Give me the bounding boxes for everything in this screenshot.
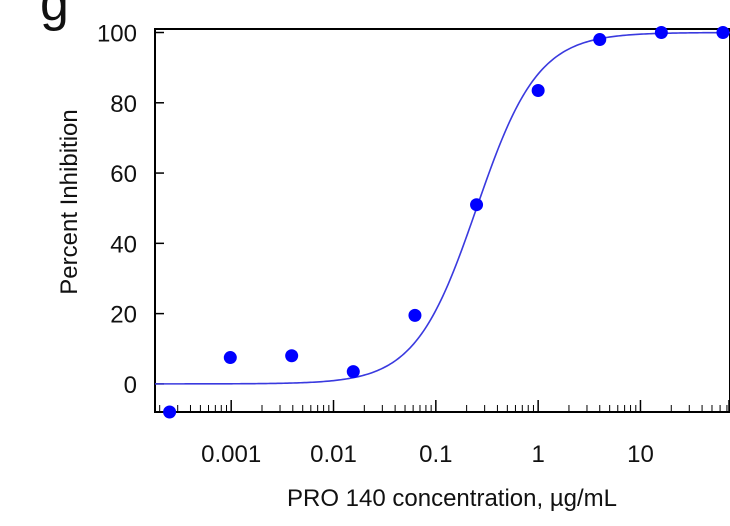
- plot-frame: [154, 28, 730, 413]
- y-tick-label: 80: [110, 91, 137, 118]
- data-points: [163, 26, 730, 419]
- data-point: [716, 26, 730, 40]
- data-point: [654, 26, 668, 40]
- y-tick-label: 20: [110, 302, 137, 329]
- y-tick-label: 40: [110, 231, 137, 258]
- data-point: [408, 308, 422, 322]
- x-major-ticks: [230, 400, 730, 412]
- y-tick-labels: 0 20 40 60 80 100: [97, 21, 137, 399]
- data-point: [163, 405, 177, 419]
- data-point: [285, 349, 299, 363]
- y-axis-title: Percent Inhibition: [56, 109, 83, 294]
- x-minor-ticks: [159, 405, 728, 412]
- x-tick-label: 1: [531, 441, 544, 468]
- x-tick-label: 0.01: [310, 441, 357, 468]
- data-point: [223, 351, 237, 365]
- x-tick-label: 0.001: [201, 441, 261, 468]
- top-text-fragment: g: [40, 0, 69, 32]
- fit-curve: [155, 31, 730, 385]
- y-ticks: [155, 31, 164, 385]
- x-tick-label: 0.1: [419, 441, 452, 468]
- y-tick-label: 60: [110, 161, 137, 188]
- data-point: [593, 33, 607, 47]
- x-tick-label: 10: [627, 441, 654, 468]
- data-point: [531, 83, 545, 97]
- x-axis-title: PRO 140 concentration, µg/mL: [287, 485, 617, 512]
- data-point: [470, 198, 484, 212]
- data-point: [346, 365, 360, 379]
- y-tick-label: 100: [97, 21, 137, 48]
- y-tick-label: 0: [124, 372, 137, 399]
